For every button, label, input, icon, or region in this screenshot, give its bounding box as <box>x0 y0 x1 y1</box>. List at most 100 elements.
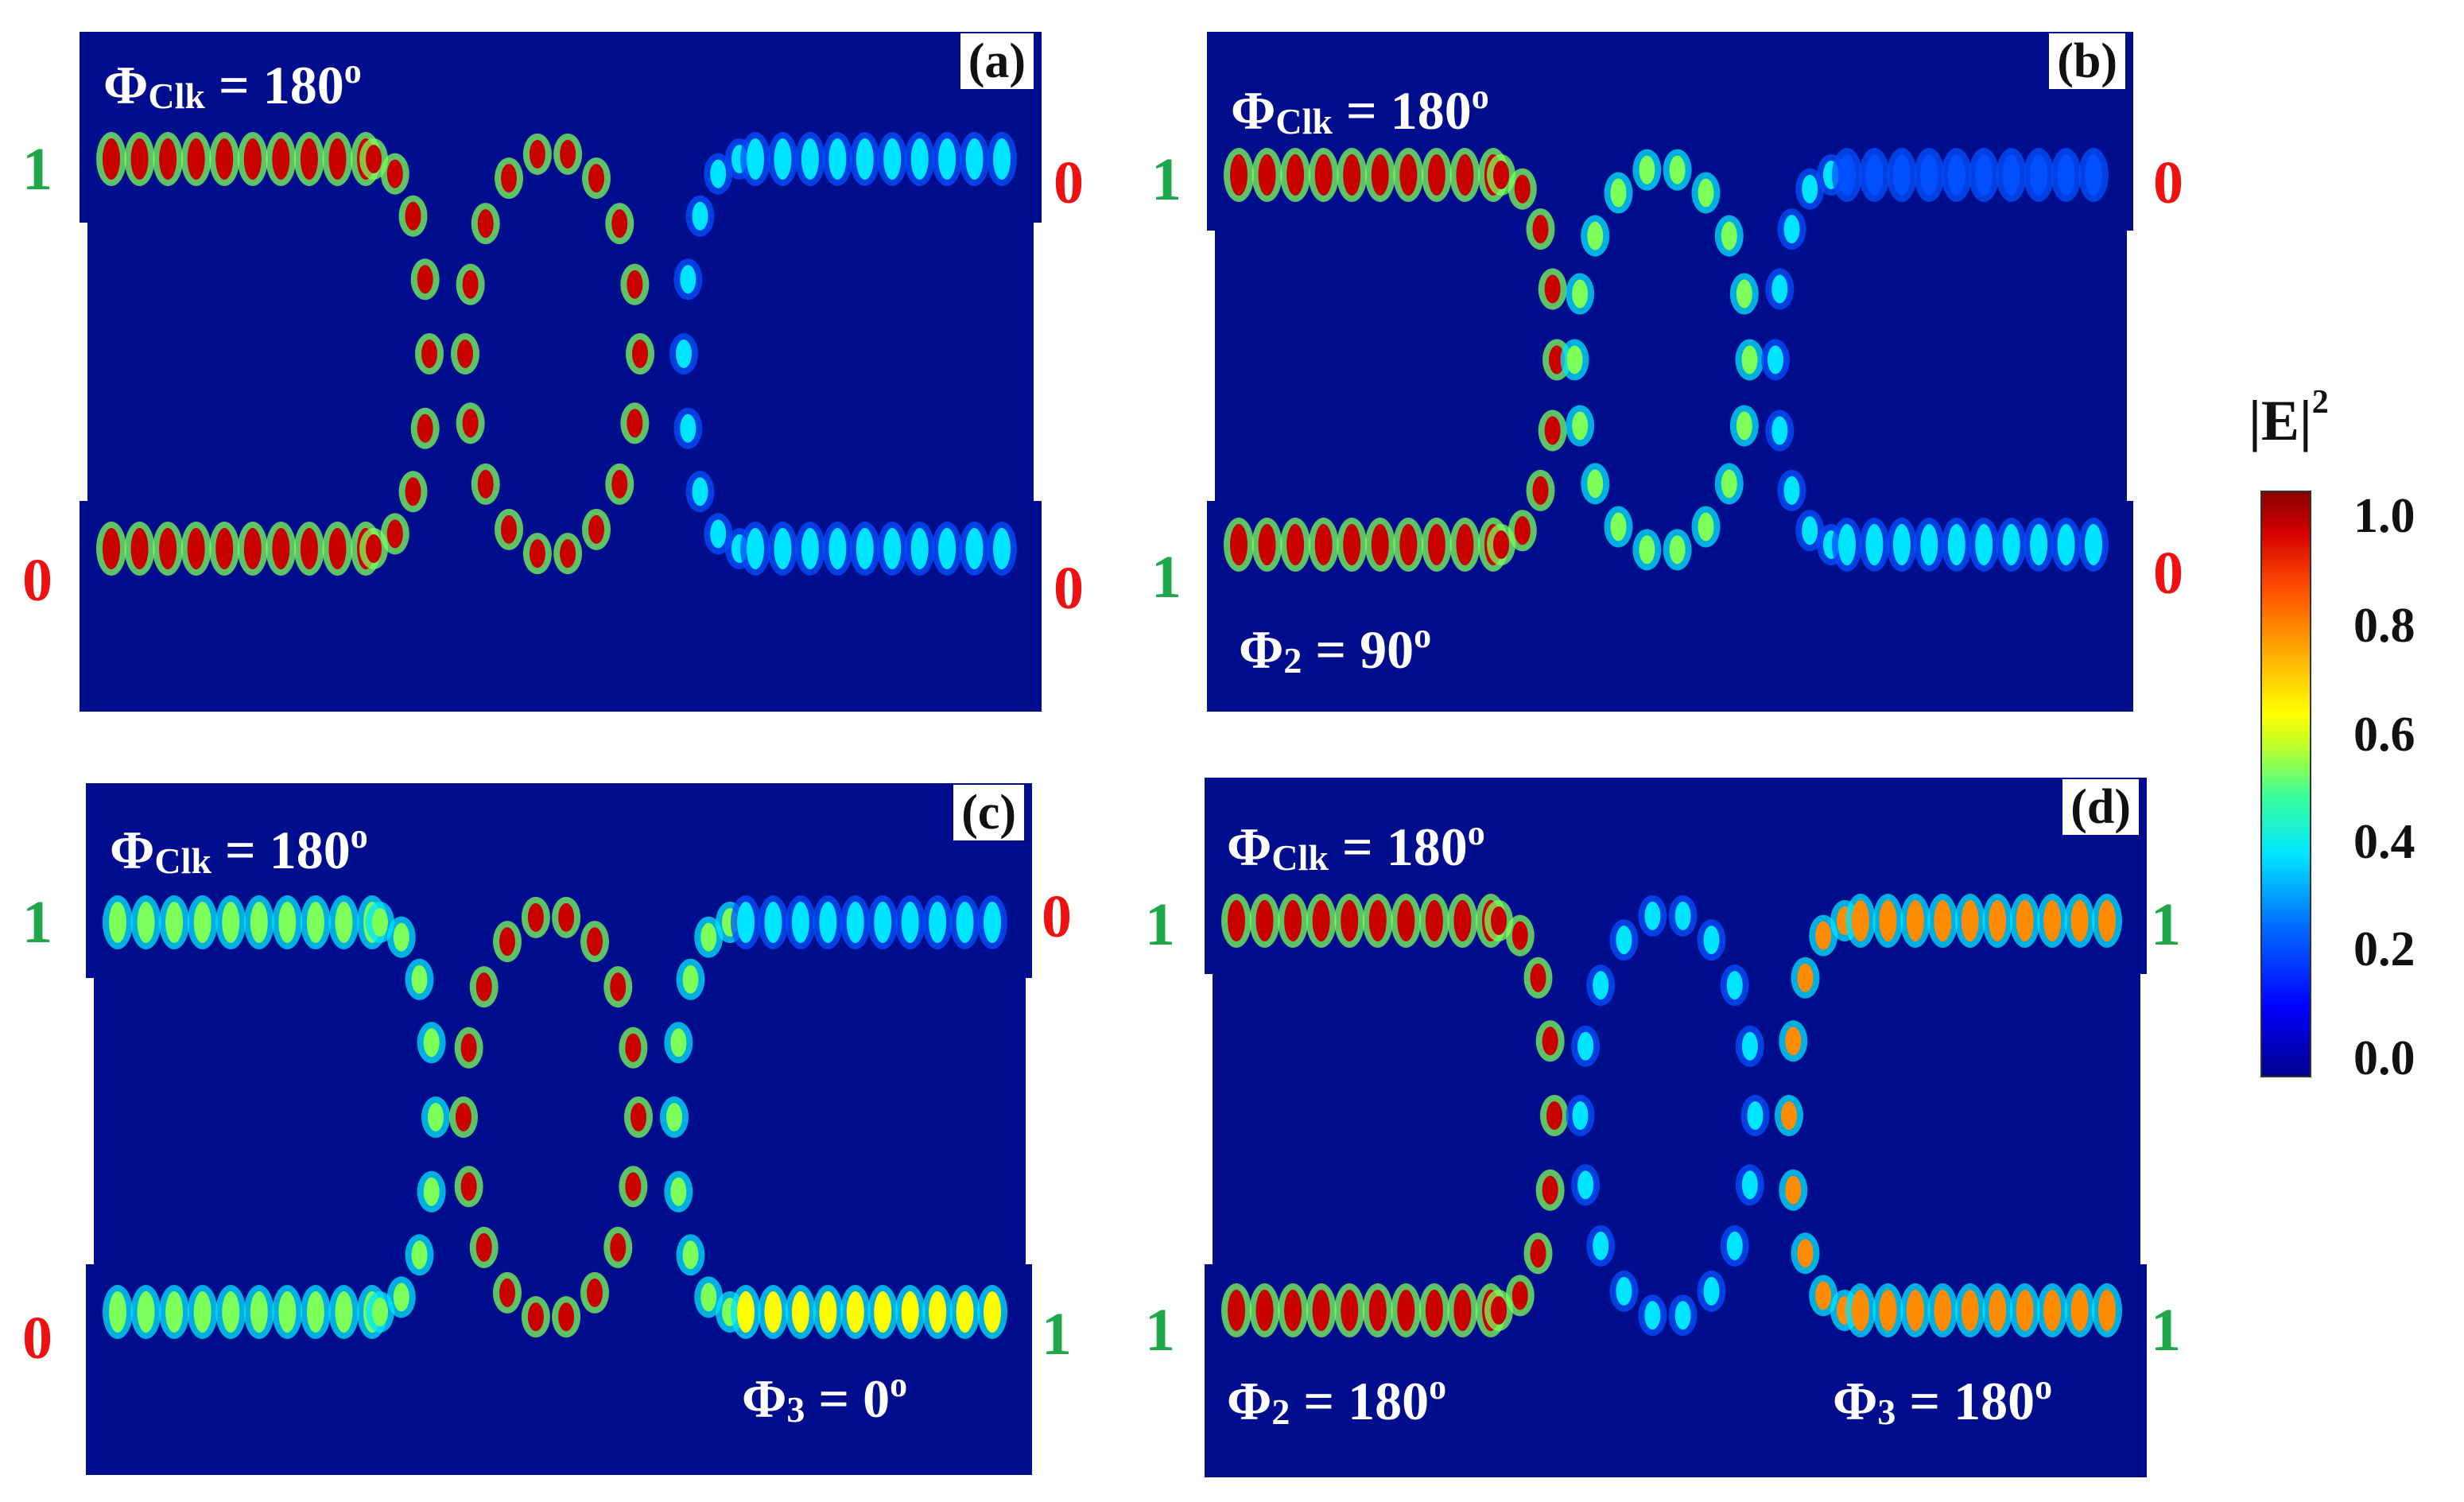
field-spot <box>627 270 643 299</box>
field-spot <box>165 902 184 943</box>
field-spot <box>215 528 234 569</box>
port-gap <box>73 223 87 501</box>
field-spot <box>1493 530 1509 559</box>
field-spot <box>666 1103 682 1131</box>
field-spot <box>774 138 792 180</box>
field-spot <box>1610 512 1627 541</box>
field-spot <box>856 528 874 569</box>
field-spot <box>1399 524 1418 565</box>
field-spot <box>499 1278 515 1307</box>
field-spot <box>1314 524 1333 565</box>
field-spot <box>1892 524 1911 565</box>
field-spot <box>1934 1290 1952 1331</box>
field-spot <box>1644 1301 1661 1330</box>
field-spot <box>1771 416 1788 445</box>
field-spot <box>1741 345 1758 375</box>
field-spot <box>456 1103 471 1131</box>
field-spot <box>1343 524 1361 565</box>
field-spot <box>306 902 324 943</box>
field-spot <box>1491 1296 1507 1325</box>
field-spot <box>2085 524 2102 565</box>
field-spot <box>611 209 628 239</box>
field-spot <box>1721 469 1737 499</box>
field-spot <box>2057 154 2075 196</box>
field-spot <box>1852 900 1869 941</box>
field-spot <box>1674 1301 1691 1330</box>
field-spot <box>1797 963 1814 992</box>
field-spot <box>1544 416 1561 445</box>
field-spot <box>1511 1281 1528 1310</box>
field-spot <box>306 1291 324 1333</box>
port-gap <box>1201 231 1215 501</box>
field-spot <box>421 340 437 368</box>
bit-d-out-top: 1 <box>2151 891 2181 958</box>
field-spot <box>529 139 545 169</box>
field-spot <box>2043 900 2062 941</box>
field-spot <box>1530 963 1546 992</box>
field-spot <box>1577 1031 1594 1061</box>
field-spot <box>215 138 234 180</box>
panel-label-b: (b) <box>2049 33 2125 89</box>
field-spot <box>335 1291 353 1333</box>
field-spot <box>1284 1290 1302 1331</box>
field-spot <box>193 902 211 943</box>
field-spot <box>1947 524 1965 565</box>
field-spot <box>1368 900 1387 941</box>
field-spot <box>1781 1101 1797 1130</box>
field-spot <box>423 1028 440 1058</box>
field-spot <box>1341 900 1359 941</box>
field-spot <box>335 902 353 943</box>
field-spot <box>1610 178 1627 208</box>
field-spot <box>423 1177 440 1206</box>
field-spot <box>2057 524 2075 565</box>
field-spot <box>109 1291 126 1333</box>
phi-clk-c: ΦClk = 180o <box>110 817 368 881</box>
field-spot <box>457 340 473 368</box>
field-spot <box>1491 906 1507 935</box>
colorbar-tick: 0.4 <box>2353 815 2415 869</box>
field-spot <box>460 1172 477 1201</box>
field-spot <box>610 972 627 1002</box>
field-spot <box>2098 900 2116 941</box>
field-plot-b <box>1224 148 2109 572</box>
field-spot <box>1785 1175 1802 1205</box>
field-spot <box>558 1302 575 1332</box>
field-spot <box>2030 154 2048 196</box>
field-spot <box>1427 524 1445 565</box>
field-spot <box>670 1028 687 1058</box>
field-spot <box>193 1291 211 1333</box>
field-spot <box>159 528 177 569</box>
field-spot <box>774 528 792 569</box>
panel-a: (a) ΦClk = 180o <box>80 32 1042 712</box>
field-spot <box>428 1103 444 1131</box>
field-spot <box>1989 1290 2007 1331</box>
field-spot <box>1312 900 1330 941</box>
field-spot <box>501 164 517 193</box>
field-spot <box>993 138 1011 180</box>
bit-b-out-bot: 0 <box>2153 540 2183 607</box>
field-spot <box>1865 154 1884 196</box>
field-spot <box>2085 154 2102 196</box>
field-spot <box>1644 901 1661 930</box>
field-spot <box>1771 274 1788 304</box>
bit-b-in-bot: 1 <box>1151 544 1182 611</box>
field-spot <box>499 927 515 957</box>
field-spot <box>625 1172 642 1201</box>
field-spot <box>475 1232 492 1262</box>
field-spot <box>1532 475 1549 505</box>
field-spot <box>700 922 717 952</box>
field-spot <box>137 1291 155 1333</box>
field-spot <box>1427 154 1445 196</box>
bit-d-out-bot: 1 <box>2151 1297 2181 1364</box>
field-spot <box>1397 900 1415 941</box>
panel-label-a: (a) <box>960 33 1034 89</box>
field-spot <box>1741 1031 1758 1061</box>
field-spot <box>1767 345 1783 375</box>
field-spot <box>386 519 403 549</box>
field-spot <box>372 1298 388 1326</box>
field-spot <box>1961 1290 1979 1331</box>
field-spot <box>710 159 727 188</box>
field-spot <box>1879 1290 1897 1331</box>
field-spot <box>1546 1101 1562 1130</box>
field-spot <box>1286 524 1305 565</box>
